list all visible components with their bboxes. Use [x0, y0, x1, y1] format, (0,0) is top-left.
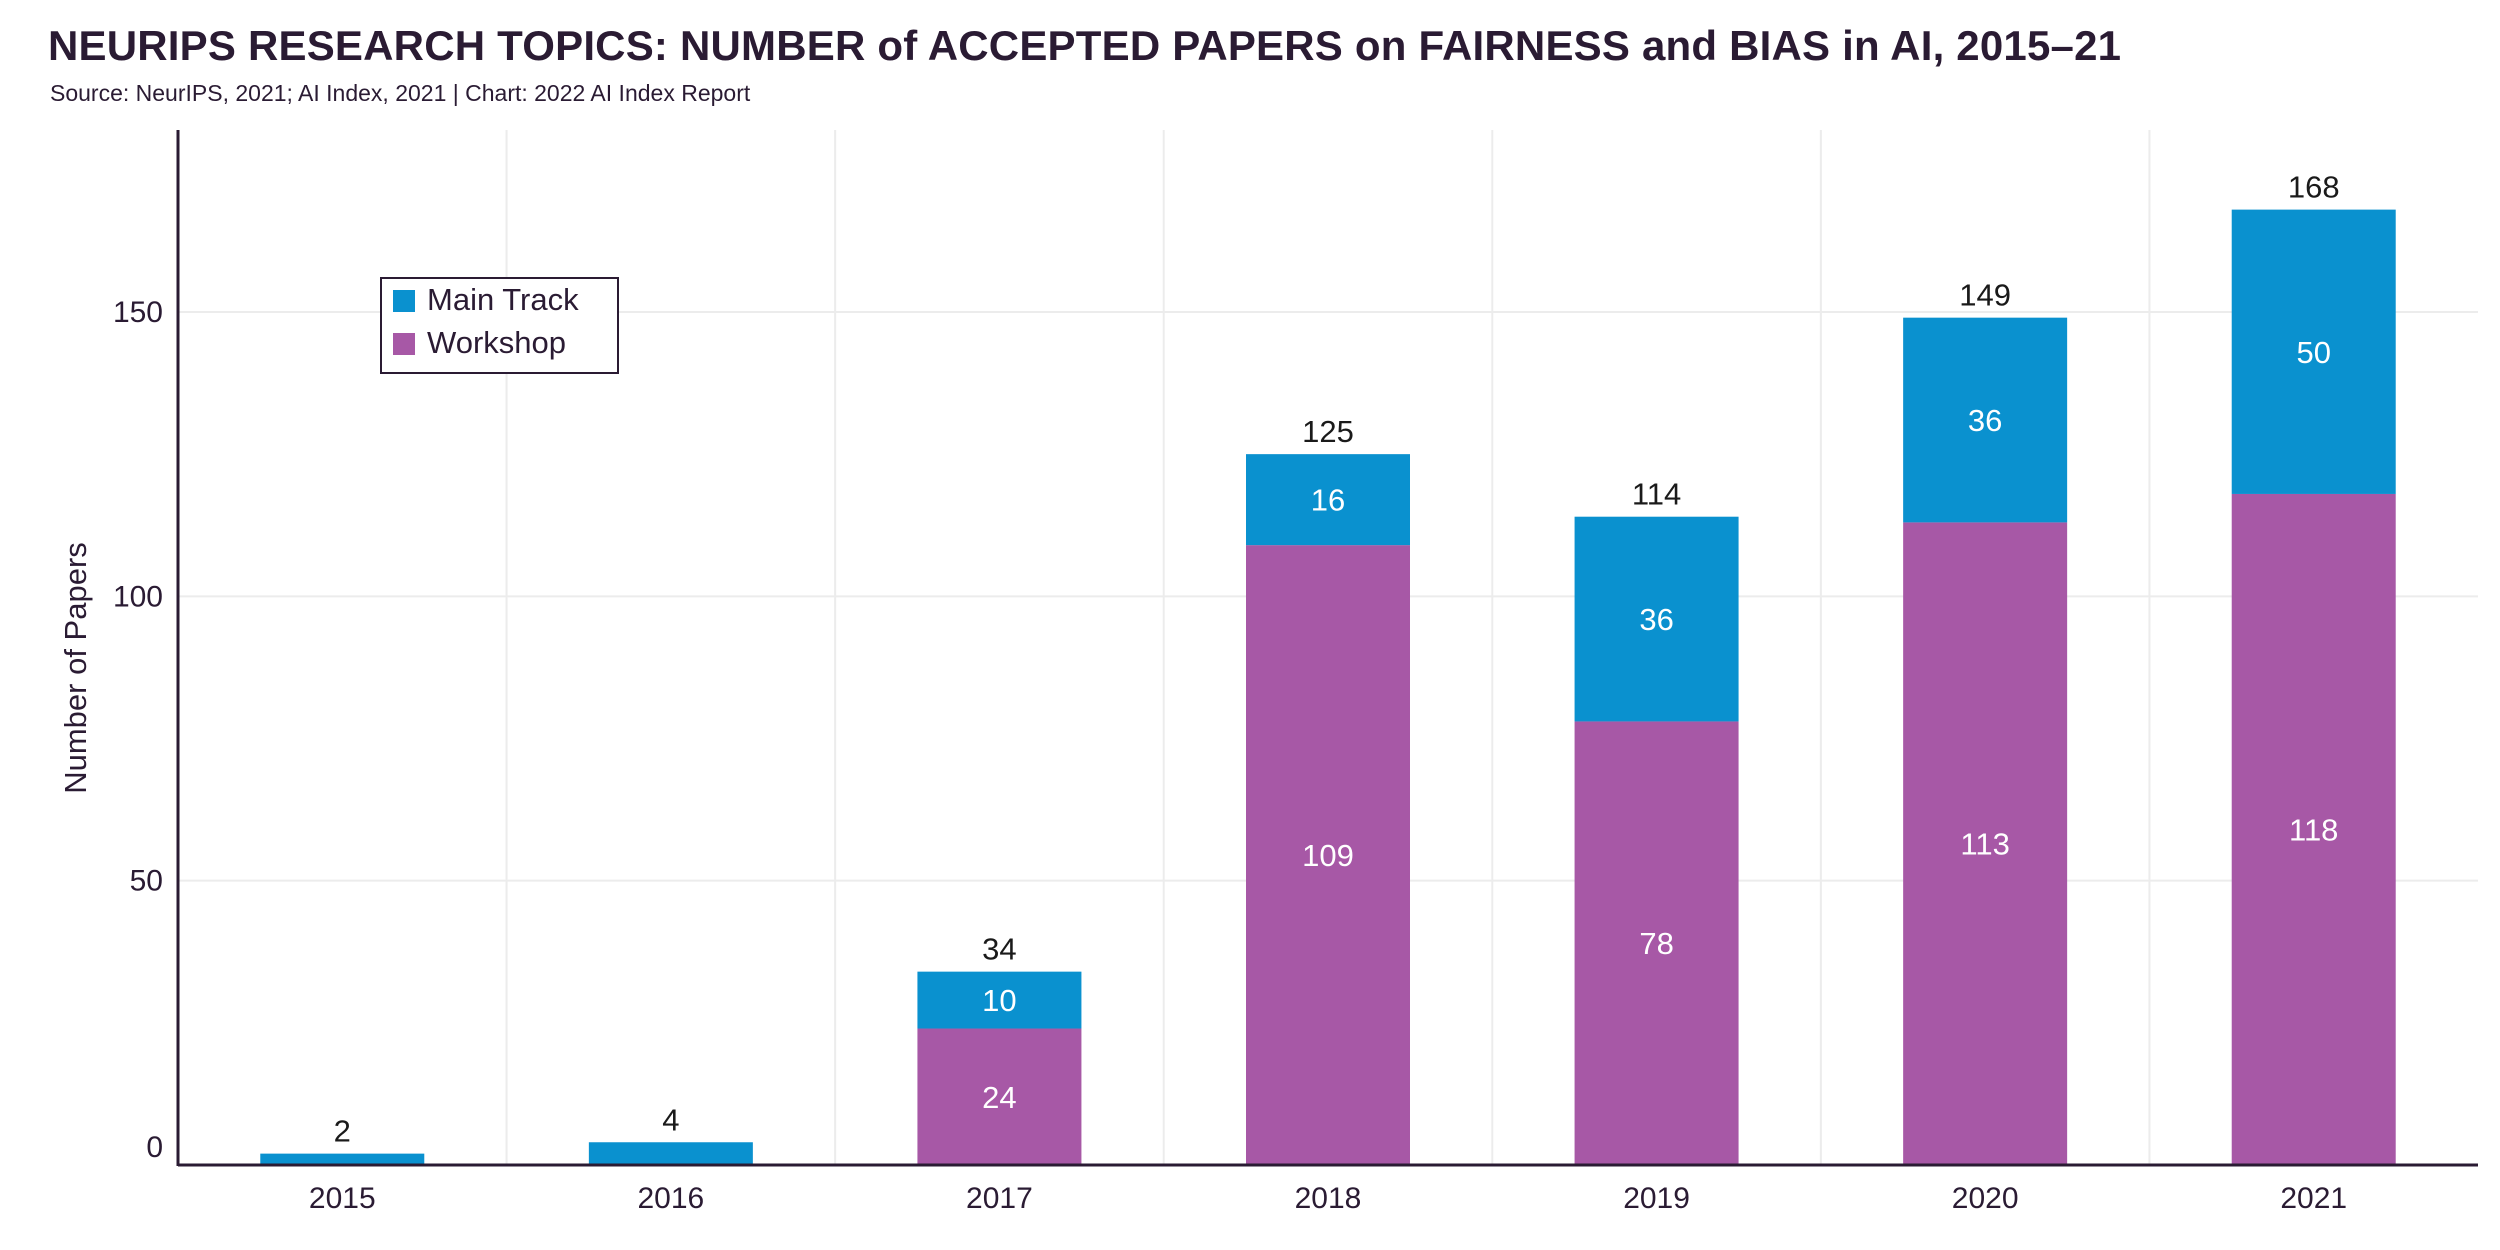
bar-main-track [588, 1142, 753, 1165]
bar-main-track [260, 1153, 425, 1165]
x-tick-label: 2015 [309, 1182, 376, 1215]
data-label-total: 168 [2288, 170, 2340, 205]
bar-main-track [1574, 516, 1739, 722]
bar-main-track [917, 971, 1082, 1029]
data-label-main-track: 10 [982, 983, 1016, 1018]
legend-swatch [393, 333, 415, 355]
data-label-total: 2 [334, 1114, 351, 1149]
y-tick-label: 150 [113, 296, 163, 329]
data-label-workshop: 118 [2289, 812, 2338, 847]
bar-workshop [917, 1028, 1082, 1165]
data-label-total: 114 [1632, 477, 1681, 512]
legend-label: Workshop [427, 325, 566, 360]
bar-workshop [2231, 493, 2396, 1165]
bar-main-track [1903, 317, 2068, 523]
bar-main-track [1246, 454, 1410, 546]
y-tick-label: 50 [130, 865, 163, 898]
y-tick-label: 100 [113, 580, 163, 613]
data-label-workshop: 24 [982, 1080, 1016, 1115]
x-tick-label: 2019 [1623, 1182, 1690, 1215]
x-tick-label: 2017 [966, 1182, 1033, 1215]
x-tick-label: 2018 [1295, 1182, 1362, 1215]
data-label-main-track: 36 [1639, 602, 1673, 637]
data-label-total: 4 [662, 1102, 679, 1137]
bar-main-track [2231, 209, 2396, 494]
data-label-total: 125 [1302, 414, 1354, 449]
data-label-workshop: 78 [1639, 926, 1673, 961]
data-label-main-track: 36 [1968, 403, 2002, 438]
data-label-workshop: 109 [1302, 838, 1354, 873]
chart-subtitle: Source: NeurIPS, 2021; AI Index, 2021 | … [50, 80, 751, 106]
data-label-workshop: 113 [1960, 827, 2009, 862]
chart-title: NEURIPS RESEARCH TOPICS: NUMBER of ACCEP… [48, 22, 2122, 69]
bar-workshop [1903, 522, 2068, 1165]
legend: Main Track Workshop [380, 277, 619, 374]
legend-label: Main Track [427, 282, 579, 317]
axis-layer: 0 50 100 150 2015 2016 2017 2018 2019 2020 2021 [113, 130, 2478, 1215]
data-label-main-track: 50 [2296, 335, 2330, 370]
data-label-main-track: 16 [1311, 483, 1345, 518]
data-label-total: 34 [982, 932, 1016, 967]
legend-box [380, 277, 619, 374]
y-tick-label: 0 [146, 1131, 163, 1164]
x-tick-label: 2020 [1952, 1182, 2019, 1215]
x-tick-label: 2016 [637, 1182, 704, 1215]
legend-swatch [393, 290, 415, 312]
bar-workshop [1246, 545, 1410, 1165]
bar-workshop [1574, 721, 1739, 1165]
y-axis-title: Number of Papers [58, 542, 93, 794]
x-tick-label: 2021 [2280, 1182, 2347, 1215]
data-label-total: 149 [1959, 278, 2011, 313]
